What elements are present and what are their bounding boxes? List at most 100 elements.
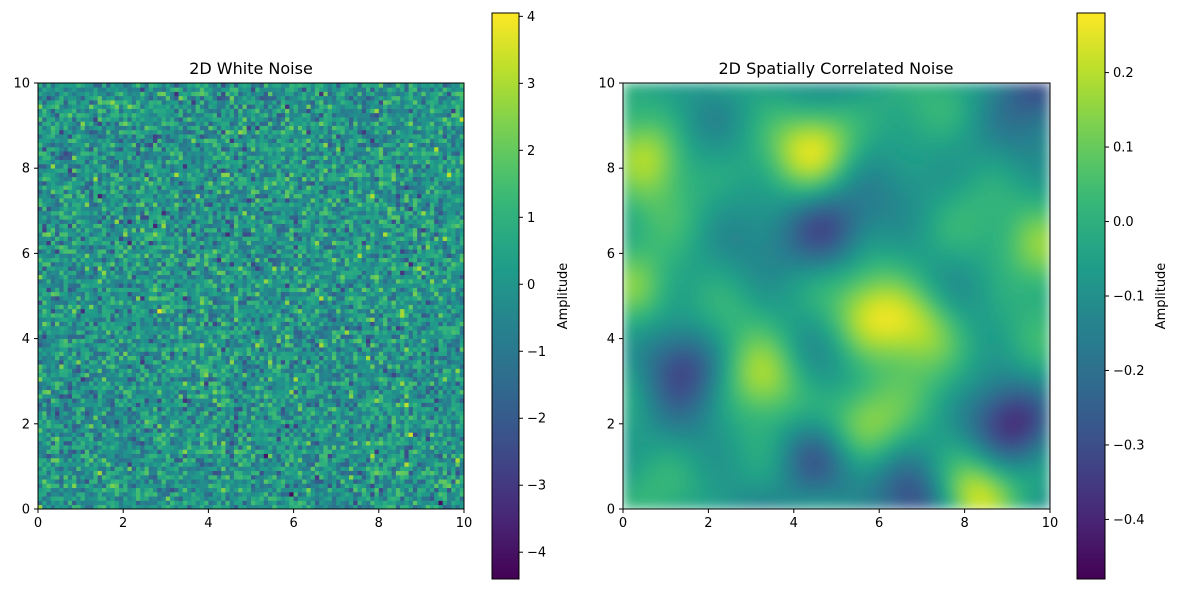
heatmap-cell	[336, 385, 341, 391]
heatmap-cell	[451, 428, 456, 433]
heatmap-cell	[302, 364, 307, 369]
heatmap-cell	[255, 423, 260, 429]
heatmap-cell	[161, 313, 167, 318]
heatmap-cell	[434, 385, 439, 391]
heatmap-cell	[327, 334, 333, 339]
heatmap-cell	[263, 308, 269, 314]
heatmap-cell	[233, 385, 239, 391]
heatmap-cell	[199, 296, 205, 301]
heatmap-cell	[408, 440, 414, 446]
heatmap-cell	[59, 466, 64, 472]
heatmap-cell	[272, 436, 277, 442]
heatmap-cell	[361, 436, 367, 442]
heatmap-cell	[387, 419, 392, 425]
heatmap-cell	[233, 330, 239, 335]
heatmap-cell	[131, 355, 137, 361]
heatmap-cell	[84, 423, 90, 429]
heatmap-cell	[408, 496, 414, 501]
heatmap-cell	[459, 389, 464, 395]
heatmap-cell	[123, 453, 128, 459]
heatmap-cell	[438, 479, 444, 484]
heatmap-cell	[293, 462, 299, 467]
heatmap-cell	[246, 398, 252, 403]
heatmap-cell	[361, 445, 367, 450]
heatmap-cell	[323, 393, 329, 399]
heatmap-cell	[63, 313, 69, 318]
heatmap-cell	[442, 449, 448, 454]
heatmap-cell	[67, 415, 73, 420]
heatmap-cell	[212, 393, 218, 399]
heatmap-cell	[165, 385, 171, 391]
heatmap-cell	[387, 453, 392, 459]
heatmap-cell	[238, 436, 243, 442]
heatmap-cell	[319, 474, 324, 480]
heatmap-cell	[140, 436, 145, 442]
heatmap-cell	[110, 504, 116, 509]
heatmap-cell	[114, 313, 120, 318]
heatmap-cell	[327, 355, 333, 361]
heatmap-cell	[229, 347, 235, 352]
heatmap-cell	[421, 308, 427, 314]
heatmap-cell	[285, 445, 290, 450]
heatmap-cell	[417, 359, 422, 365]
heatmap-cell	[80, 359, 86, 365]
heatmap-cell	[216, 308, 222, 314]
heatmap-cell	[434, 347, 439, 352]
heatmap-cell	[425, 351, 431, 356]
heatmap-cell	[225, 300, 231, 305]
heatmap-cell	[276, 389, 282, 395]
heatmap-cell	[157, 347, 162, 352]
heatmap-cell	[285, 411, 290, 416]
heatmap-cell	[378, 466, 384, 472]
heatmap-cell	[438, 389, 444, 395]
heatmap-cell	[348, 351, 354, 356]
heatmap-cell	[93, 330, 98, 335]
heatmap-cell	[323, 334, 329, 339]
heatmap-cell	[114, 330, 120, 335]
heatmap-cell	[72, 368, 77, 374]
heatmap-cell	[297, 342, 303, 348]
heatmap-cell	[327, 321, 333, 327]
heatmap-cell	[348, 462, 354, 467]
heatmap-cell	[93, 364, 98, 369]
heatmap-cell	[370, 393, 375, 399]
heatmap-cell	[199, 500, 205, 506]
heatmap-cell	[42, 406, 47, 412]
heatmap-cell	[229, 440, 235, 446]
heatmap-cell	[455, 364, 461, 369]
heatmap-cell	[370, 347, 375, 352]
heatmap-cell	[459, 402, 464, 408]
heatmap-cell	[451, 372, 456, 378]
heatmap-cell	[204, 504, 209, 509]
heatmap-cell	[293, 385, 299, 391]
heatmap-cell	[46, 496, 52, 501]
heatmap-cell	[323, 436, 329, 442]
heatmap-cell	[361, 347, 367, 352]
heatmap-cell	[127, 496, 133, 501]
heatmap-cell	[204, 381, 209, 386]
heatmap-cell	[387, 338, 392, 344]
heatmap-cell	[238, 487, 243, 493]
heatmap-cell	[374, 342, 380, 348]
heatmap-cell	[251, 393, 256, 399]
heatmap-cell	[302, 466, 307, 472]
heatmap-cell	[366, 411, 371, 416]
heatmap-cell	[446, 368, 452, 374]
heatmap-cell	[123, 411, 128, 416]
heatmap-cell	[191, 415, 196, 420]
heatmap-cell	[340, 359, 346, 365]
heatmap-cell	[302, 351, 307, 356]
heatmap-cell	[195, 428, 201, 433]
heatmap-cell	[272, 355, 277, 361]
heatmap-cell	[59, 487, 64, 493]
heatmap-cell	[336, 406, 341, 412]
heatmap-cell	[140, 398, 145, 403]
heatmap-cell	[306, 368, 311, 374]
heatmap-cell	[76, 347, 81, 352]
heatmap-cell	[438, 381, 444, 386]
heatmap-cell	[229, 436, 235, 442]
heatmap-cell	[101, 389, 107, 395]
heatmap-cell	[123, 308, 128, 314]
heatmap-cell	[140, 364, 145, 369]
heatmap-cell	[97, 313, 103, 318]
